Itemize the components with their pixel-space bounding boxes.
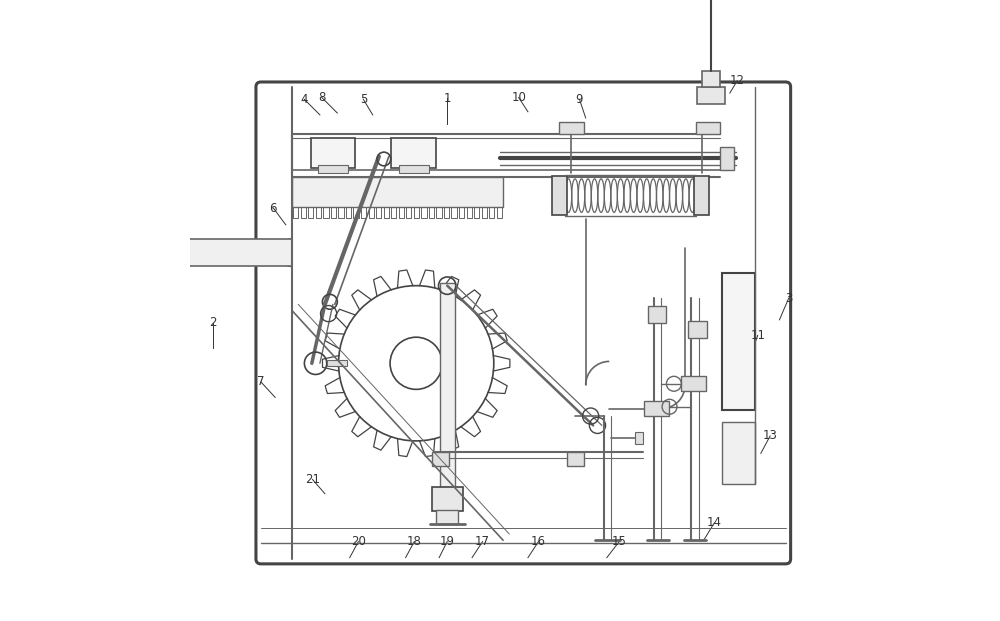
Bar	[327, 360, 347, 366]
Bar	[720, 147, 734, 170]
Text: 20: 20	[351, 535, 366, 548]
Bar	[648, 306, 666, 323]
Bar	[552, 176, 567, 215]
Bar	[559, 122, 584, 134]
Text: 14: 14	[707, 517, 722, 529]
Bar	[696, 122, 720, 134]
Text: 7: 7	[257, 376, 265, 388]
Bar	[391, 138, 436, 168]
Bar	[697, 87, 725, 104]
Bar	[644, 401, 669, 416]
Text: 9: 9	[576, 93, 583, 106]
Bar	[177, 239, 292, 266]
Bar	[722, 422, 755, 484]
Bar	[432, 452, 449, 466]
Bar	[567, 452, 584, 466]
Text: 21: 21	[305, 473, 320, 486]
Bar	[318, 165, 348, 173]
Text: 17: 17	[475, 535, 490, 548]
Bar	[399, 165, 429, 173]
Bar	[681, 376, 706, 391]
Bar	[702, 71, 720, 87]
Text: 18: 18	[407, 535, 422, 548]
Text: 5: 5	[360, 93, 367, 106]
Bar	[311, 138, 355, 168]
Text: 2: 2	[209, 317, 217, 329]
Bar	[436, 510, 458, 524]
Text: 1: 1	[443, 92, 451, 104]
Bar	[722, 273, 755, 410]
Bar	[292, 177, 503, 207]
Text: 3: 3	[785, 292, 792, 304]
Text: 10: 10	[511, 91, 526, 104]
Bar	[635, 432, 643, 444]
Bar	[688, 321, 707, 338]
Text: 16: 16	[531, 535, 546, 548]
Text: 8: 8	[318, 91, 325, 104]
Text: 4: 4	[301, 93, 308, 106]
Bar	[694, 176, 709, 215]
Bar	[432, 487, 463, 511]
Text: 19: 19	[440, 535, 455, 548]
Text: 11: 11	[750, 329, 765, 342]
Bar	[440, 283, 455, 487]
Text: 6: 6	[270, 202, 277, 214]
Text: 12: 12	[730, 75, 745, 87]
Text: 13: 13	[763, 430, 778, 442]
Text: 15: 15	[612, 535, 627, 548]
